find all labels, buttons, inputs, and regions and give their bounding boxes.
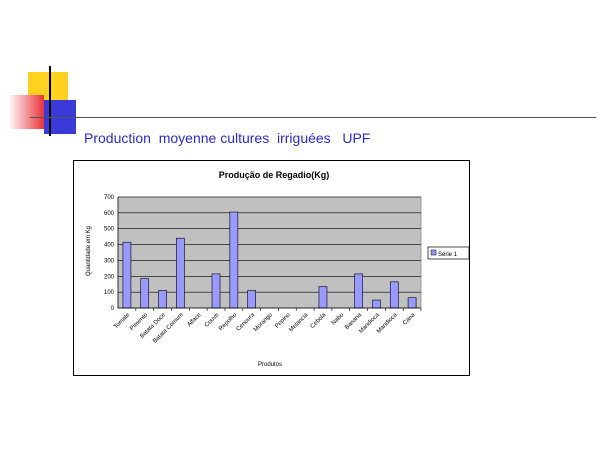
chart-title: Produção de Regadio(Kg): [219, 170, 330, 180]
y-tick-label: 300: [104, 258, 115, 264]
bar: [318, 286, 328, 309]
y-axis-label: Quantidade em Kg: [86, 226, 92, 276]
y-tick-label: 100: [104, 290, 115, 296]
deco-vertical-line: [49, 66, 51, 136]
bar: [140, 278, 150, 309]
x-tick-label: Alface: [187, 312, 204, 329]
slide-title: Production moyenne cultures irriguées UP…: [84, 130, 371, 146]
bar: [372, 299, 381, 309]
x-tick-label: Cana: [402, 312, 417, 327]
y-tick-label: 200: [104, 274, 115, 280]
chart-container: Produção de Regadio(Kg) 0 100 200 300 400 500…: [73, 160, 470, 376]
bar: [247, 290, 256, 309]
legend: Série 1: [427, 246, 470, 260]
bar: [229, 211, 239, 309]
plot-area: [117, 196, 422, 309]
x-tick-label: Couve: [204, 312, 221, 329]
bar-chart: Produção de Regadio(Kg) 0 100 200 300 400 500…: [86, 170, 470, 368]
bar: [122, 241, 132, 309]
legend-label: Série 1: [438, 252, 458, 258]
y-tick-label: 400: [104, 243, 115, 249]
x-axis-label: Produtos: [258, 362, 282, 368]
x-tick-label: Melancia: [288, 312, 310, 334]
deco-red-square: [8, 95, 44, 129]
bar: [176, 237, 185, 309]
bar: [158, 290, 167, 309]
x-tick-label: Morango: [253, 312, 274, 333]
x-tick-label: Nabo: [331, 312, 346, 327]
deco-horizontal-line: [30, 117, 596, 118]
y-tick-label: 500: [104, 227, 115, 233]
bar: [211, 273, 221, 309]
legend-swatch: [430, 249, 437, 256]
y-tick-label: 0: [111, 306, 115, 312]
x-tick-label: Cebola: [310, 312, 328, 330]
bar: [389, 281, 399, 309]
y-tick-label: 600: [104, 211, 115, 217]
y-tick-label: 700: [104, 195, 115, 201]
bar: [407, 297, 417, 309]
bar: [354, 273, 363, 309]
